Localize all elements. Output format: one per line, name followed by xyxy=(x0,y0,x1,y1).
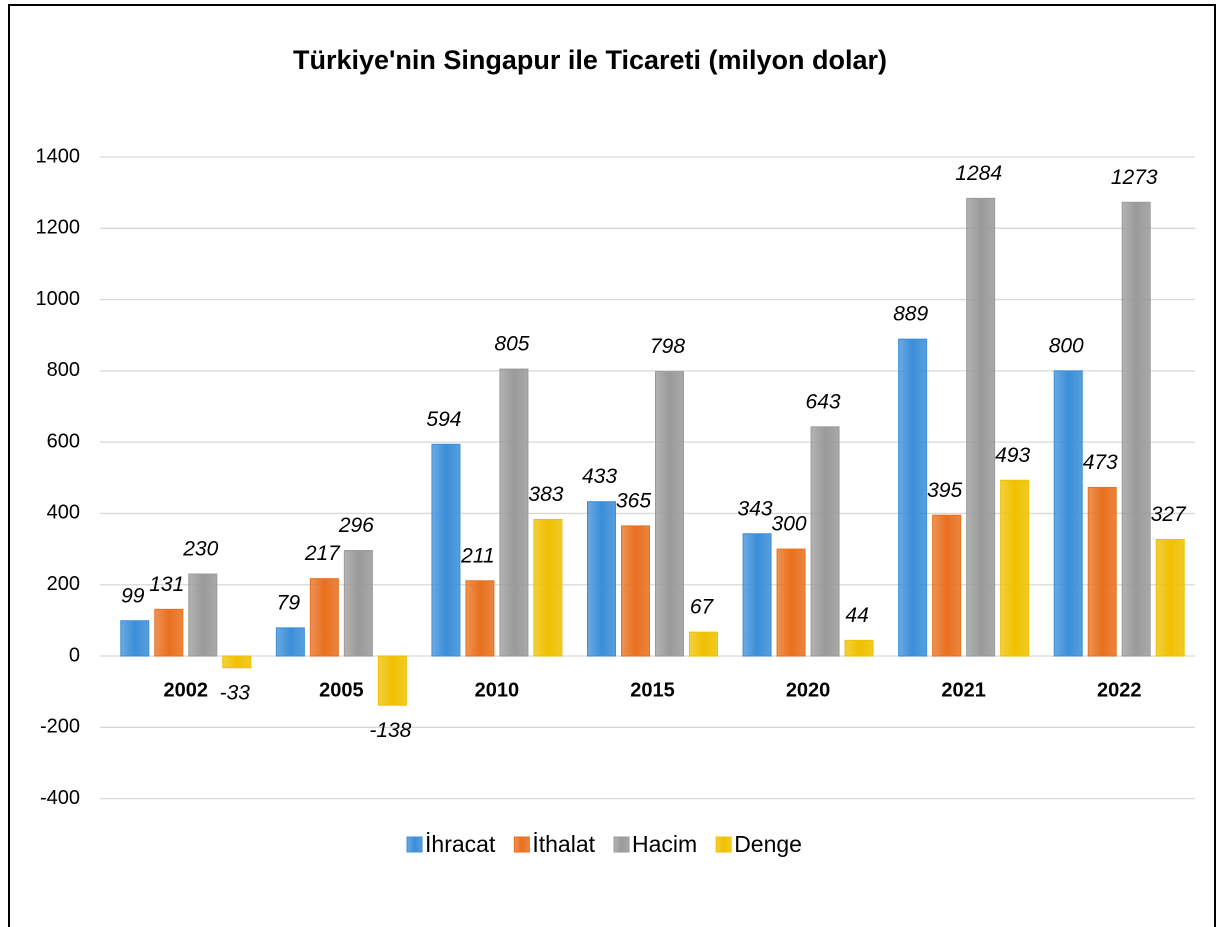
y-tick-label: 0 xyxy=(69,644,80,666)
bar xyxy=(275,627,305,657)
x-tick-label: 2015 xyxy=(630,679,675,701)
legend-marker xyxy=(513,836,530,853)
data-label: 383 xyxy=(528,483,563,506)
bar xyxy=(1121,201,1151,657)
bar xyxy=(621,525,650,657)
x-tick-label: 2005 xyxy=(319,679,364,701)
x-tick-label: 2010 xyxy=(475,679,520,701)
bar xyxy=(810,426,840,657)
data-label: 473 xyxy=(1083,451,1118,474)
bar xyxy=(465,580,495,657)
data-label: -33 xyxy=(220,681,251,704)
data-label: 211 xyxy=(460,544,494,567)
y-tick-label: 800 xyxy=(47,359,80,381)
bar xyxy=(655,371,684,657)
data-label: 343 xyxy=(738,497,773,520)
data-label: 493 xyxy=(995,444,1030,467)
y-tick-label: -400 xyxy=(40,787,80,809)
y-tick-label: 400 xyxy=(47,502,80,524)
data-label: 300 xyxy=(772,513,807,536)
data-label: 643 xyxy=(806,390,841,413)
legend-label: İhracat xyxy=(425,831,496,857)
y-tick-label: 1400 xyxy=(36,145,81,167)
data-label: 327 xyxy=(1151,503,1187,526)
bar xyxy=(154,608,184,657)
legend-marker xyxy=(613,836,630,853)
bar xyxy=(343,550,373,657)
data-label: 798 xyxy=(650,335,685,358)
legend-marker xyxy=(715,836,732,853)
data-label: 433 xyxy=(582,465,617,488)
grid xyxy=(100,156,1195,800)
chart-title: Türkiye'nin Singapur ile Ticareti (milyo… xyxy=(293,45,887,75)
bar xyxy=(120,620,150,657)
bar xyxy=(188,573,218,657)
data-label: 395 xyxy=(927,479,962,502)
data-label: 1284 xyxy=(955,162,1002,185)
y-tick-label: 600 xyxy=(47,430,80,452)
y-tick-label: 1000 xyxy=(36,288,81,310)
x-tick-label: 2020 xyxy=(786,679,831,701)
bar xyxy=(966,197,996,657)
data-label: 594 xyxy=(426,408,461,431)
bar xyxy=(222,655,252,669)
legend-label: Denge xyxy=(734,831,802,857)
x-tick-label: 2022 xyxy=(1097,679,1142,701)
bar xyxy=(898,338,928,657)
legend-label: İthalat xyxy=(532,831,595,857)
data-label: 44 xyxy=(845,604,868,627)
bar xyxy=(1155,538,1185,657)
data-label: 79 xyxy=(277,591,301,614)
data-label: 230 xyxy=(182,538,218,561)
data-label: 365 xyxy=(616,489,651,512)
data-label: 1273 xyxy=(1111,166,1158,189)
data-label: 67 xyxy=(690,596,715,619)
x-tick-label: 2021 xyxy=(941,679,986,701)
data-label: 805 xyxy=(494,333,529,356)
bar xyxy=(932,514,962,657)
y-tick-label: 1200 xyxy=(36,217,81,239)
bar xyxy=(689,631,718,657)
legend-marker xyxy=(406,836,423,853)
bar xyxy=(776,548,806,657)
data-label: 131 xyxy=(149,573,184,596)
x-tick-label: 2002 xyxy=(164,679,209,701)
data-label: -138 xyxy=(369,719,411,742)
bar xyxy=(377,655,407,706)
legend-label: Hacim xyxy=(632,831,697,857)
bar xyxy=(587,501,616,657)
data-label: 800 xyxy=(1049,334,1084,357)
bar xyxy=(1087,486,1117,657)
data-label: 217 xyxy=(304,542,341,565)
bar xyxy=(499,368,529,657)
data-label: 889 xyxy=(893,303,928,326)
bar xyxy=(533,519,563,657)
bar xyxy=(309,578,339,657)
y-tick-label: -200 xyxy=(40,716,80,738)
bar xyxy=(1000,479,1030,657)
bar xyxy=(1053,370,1083,657)
bar xyxy=(742,533,772,657)
chart-border xyxy=(8,4,1216,927)
bar xyxy=(431,443,461,657)
data-label: 99 xyxy=(121,584,145,607)
bar xyxy=(844,639,874,657)
data-label: 296 xyxy=(338,514,374,537)
y-tick-label: 200 xyxy=(47,573,80,595)
